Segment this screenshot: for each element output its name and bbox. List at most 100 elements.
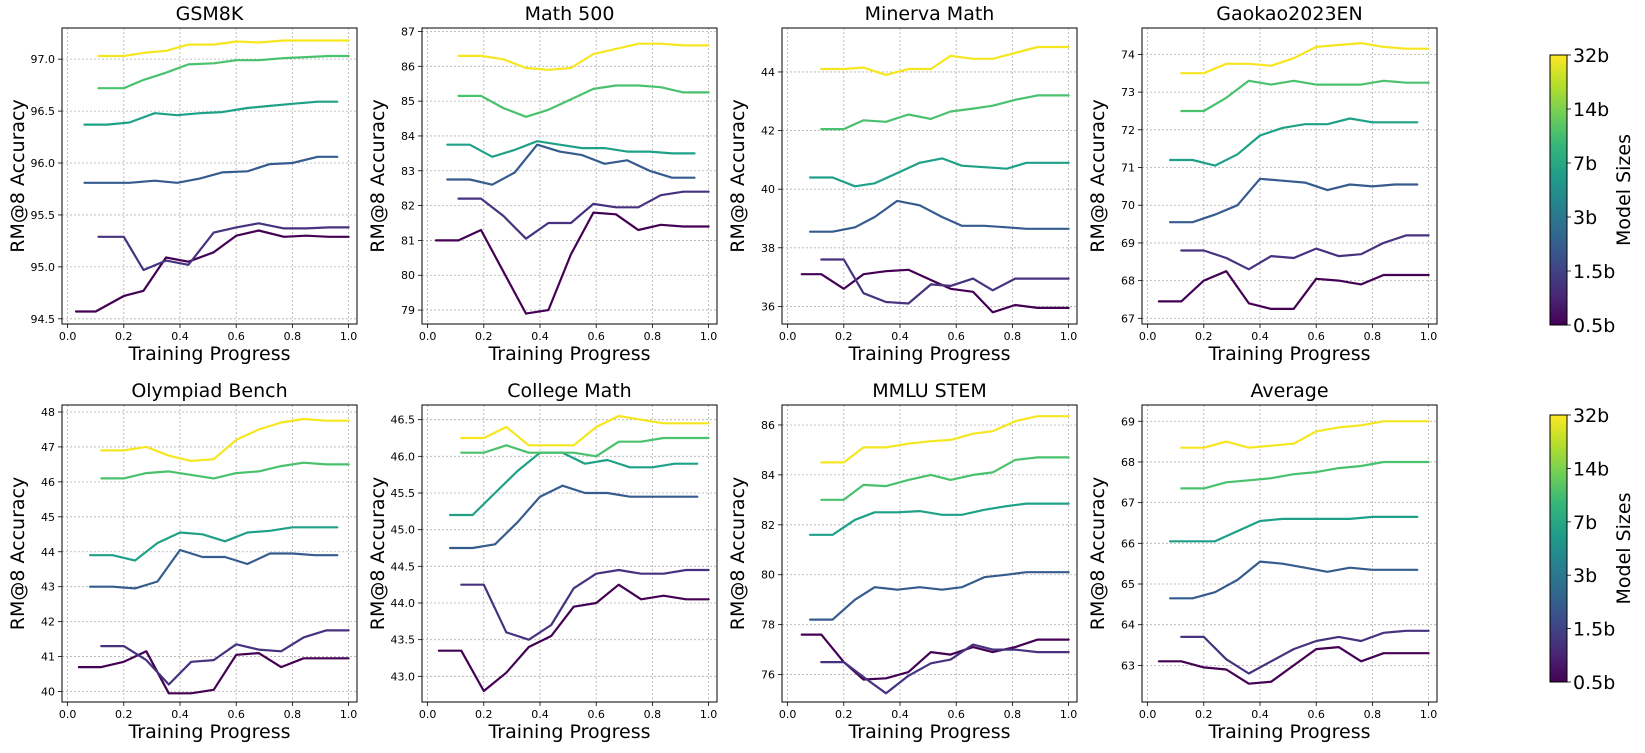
chart-college-math: 0.0 0.2 0.4 0.6 0.8 1.0 43.0 43.5 44.0 44.5 45.0 45… bbox=[367, 380, 718, 743]
series-line-14b bbox=[1180, 79, 1430, 113]
series-line-1-5b bbox=[97, 222, 350, 272]
x-tick-label: 1.0 bbox=[340, 330, 358, 343]
y-tick-label: 86 bbox=[401, 60, 415, 73]
y-tick-label: 48 bbox=[41, 406, 55, 419]
x-axis-label: Training Progress bbox=[1207, 721, 1370, 743]
plot-frame bbox=[1141, 404, 1438, 703]
x-tick-label: 1.0 bbox=[1420, 330, 1438, 343]
y-tick-label: 82 bbox=[761, 519, 775, 532]
y-tick-label: 78 bbox=[761, 619, 775, 632]
series-line-7b bbox=[808, 157, 1070, 188]
y-tick-label: 85 bbox=[401, 95, 415, 108]
y-tick-label: 67 bbox=[1121, 312, 1135, 325]
y-tick-label: 76 bbox=[761, 669, 775, 682]
colorbar-gradient bbox=[1549, 414, 1568, 683]
chart-minerva-math: 0.0 0.2 0.4 0.6 0.8 1.0 36 38 40 42 44 Minerva Math… bbox=[727, 3, 1078, 365]
series-line-32b bbox=[97, 39, 350, 58]
series-line-32b bbox=[1180, 41, 1430, 75]
chart-title: Average bbox=[1250, 380, 1328, 402]
y-tick-label: 43 bbox=[41, 581, 55, 594]
x-tick-label: 0.2 bbox=[1195, 330, 1213, 343]
x-axis-label: Training Progress bbox=[487, 343, 650, 365]
y-tick-label: 74 bbox=[1121, 48, 1135, 61]
y-tick-label: 68 bbox=[1121, 275, 1135, 288]
series-line-32b bbox=[457, 42, 710, 71]
y-tick-label: 45.5 bbox=[391, 487, 416, 500]
x-tick-label: 0.0 bbox=[419, 330, 437, 343]
series-line-14b bbox=[1180, 460, 1430, 490]
y-tick-label: 44.5 bbox=[391, 560, 416, 573]
y-tick-label: 43.0 bbox=[391, 670, 416, 683]
chart-mmlu-stem: 0.0 0.2 0.4 0.6 0.8 1.0 76 78 80 82 84 86 MMLU STEM T… bbox=[727, 380, 1078, 743]
x-tick-label: 1.0 bbox=[340, 708, 358, 721]
x-axis-label: Training Progress bbox=[847, 343, 1010, 365]
series-line-7b bbox=[83, 100, 339, 126]
x-tick-label: 0.2 bbox=[835, 330, 853, 343]
series-line-3b bbox=[1168, 560, 1419, 600]
x-tick-label: 0.2 bbox=[475, 330, 493, 343]
series-line-1-5b bbox=[820, 643, 1070, 695]
x-tick-label: 0.8 bbox=[1364, 708, 1382, 721]
y-tick-label: 71 bbox=[1121, 162, 1135, 175]
x-axis-label: Training Progress bbox=[847, 721, 1010, 743]
x-tick-label: 0.8 bbox=[644, 330, 662, 343]
x-tick-label: 0.8 bbox=[284, 330, 302, 343]
colorbar-tick-label: 3b bbox=[1573, 565, 1597, 587]
colorbar-tick-label: 32b bbox=[1573, 405, 1609, 427]
x-tick-label: 0.6 bbox=[1307, 708, 1325, 721]
y-tick-label: 97.0 bbox=[31, 53, 56, 66]
x-tick-label: 0.2 bbox=[475, 708, 493, 721]
series-line-14b bbox=[457, 84, 710, 118]
x-tick-label: 0.8 bbox=[1364, 330, 1382, 343]
y-tick-label: 40 bbox=[41, 686, 55, 699]
y-tick-label: 46.0 bbox=[391, 450, 416, 463]
series-line-7b bbox=[446, 140, 696, 158]
y-tick-label: 95.5 bbox=[31, 209, 56, 222]
x-tick-label: 0.8 bbox=[1004, 330, 1022, 343]
x-tick-label: 0.2 bbox=[835, 708, 853, 721]
series-line-14b bbox=[820, 456, 1070, 501]
y-tick-label: 44 bbox=[761, 66, 775, 79]
plot-frame bbox=[781, 27, 1078, 325]
x-tick-label: 0.6 bbox=[587, 708, 605, 721]
x-tick-label: 0.0 bbox=[1139, 708, 1157, 721]
x-tick-label: 0.4 bbox=[531, 708, 549, 721]
plot-frame bbox=[61, 27, 358, 325]
series-line-14b bbox=[820, 94, 1070, 131]
y-tick-label: 69 bbox=[1121, 237, 1135, 250]
x-tick-label: 0.4 bbox=[171, 330, 189, 343]
x-tick-label: 0.6 bbox=[947, 330, 965, 343]
x-tick-label: 0.8 bbox=[284, 708, 302, 721]
colorbar-gradient bbox=[1549, 54, 1568, 326]
colorbar-label: Model Sizes bbox=[1613, 493, 1635, 605]
x-axis-label: Training Progress bbox=[487, 721, 650, 743]
y-tick-label: 47 bbox=[41, 441, 55, 454]
y-axis-label: RM@8 Accuracy bbox=[7, 99, 29, 252]
x-tick-label: 0.4 bbox=[531, 330, 549, 343]
x-tick-label: 0.2 bbox=[1195, 708, 1213, 721]
series-line-0-5b bbox=[77, 650, 350, 695]
chart-math-500: 0.0 0.2 0.4 0.6 0.8 1.0 79 80 81 82 83 84 85 86 87 Math… bbox=[367, 3, 718, 365]
chart-title: Minerva Math bbox=[865, 3, 995, 25]
x-tick-label: 0.6 bbox=[227, 330, 245, 343]
colorbar-label: Model Sizes bbox=[1613, 134, 1635, 246]
y-tick-label: 45 bbox=[41, 511, 55, 524]
plot-frame bbox=[421, 404, 718, 703]
x-tick-label: 0.2 bbox=[115, 708, 133, 721]
x-tick-label: 0.6 bbox=[947, 708, 965, 721]
series-line-1-5b bbox=[460, 568, 710, 641]
colorbar: 0.5b 1.5b 3b 7b 14b 32b Model Sizes bbox=[1549, 45, 1635, 337]
colorbar-tick-label: 3b bbox=[1573, 207, 1597, 229]
x-tick-label: 0.6 bbox=[1307, 330, 1325, 343]
series-line-0-5b bbox=[1157, 645, 1430, 685]
x-tick-label: 0.2 bbox=[115, 330, 133, 343]
chart-title: MMLU STEM bbox=[872, 380, 986, 402]
series-line-7b bbox=[88, 526, 339, 562]
series-line-1-5b bbox=[100, 629, 350, 686]
colorbar-tick-label: 7b bbox=[1573, 512, 1597, 534]
series-line-14b bbox=[460, 436, 710, 458]
colorbar-tick-label: 0.5b bbox=[1573, 672, 1615, 694]
x-tick-label: 0.6 bbox=[587, 330, 605, 343]
y-tick-label: 42 bbox=[41, 616, 55, 629]
colorbar-tick-label: 1.5b bbox=[1573, 261, 1615, 283]
